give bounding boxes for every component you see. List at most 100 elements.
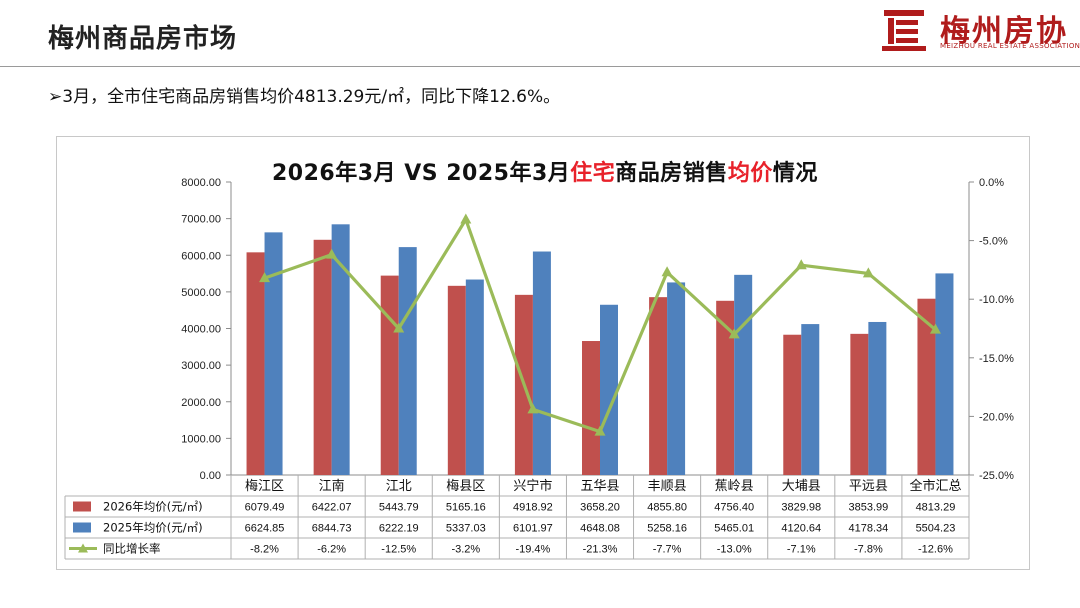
- data-table-value: 6422.07: [312, 502, 352, 514]
- growth-rate-point: [594, 425, 606, 436]
- bar-2026: [380, 275, 399, 475]
- data-table-value: 5443.79: [379, 502, 419, 514]
- bar-2025: [734, 274, 753, 475]
- data-table-value: 5504.23: [916, 523, 956, 535]
- growth-rate-point: [393, 322, 405, 333]
- data-table-value: 5465.01: [714, 523, 754, 535]
- bar-2025: [331, 224, 350, 475]
- data-table-value: 5165.16: [446, 502, 486, 514]
- right-tick-label: 0.0%: [979, 177, 1004, 189]
- data-table-value: 3853.99: [848, 502, 888, 514]
- data-table-value: -12.5%: [381, 544, 416, 556]
- bar-2025: [600, 304, 618, 475]
- data-table-value: -7.8%: [854, 544, 883, 556]
- data-table-value: 5258.16: [647, 523, 687, 535]
- bar-2025: [465, 279, 484, 475]
- bar-2025: [532, 251, 551, 475]
- bar-2025: [264, 232, 283, 475]
- data-table-value: 6222.19: [379, 523, 419, 535]
- bar-2025: [801, 324, 820, 475]
- data-table-value: 3658.20: [580, 502, 620, 514]
- category-label: 兴宁市: [513, 478, 552, 494]
- category-label: 江北: [386, 479, 412, 494]
- data-table-value: 3829.98: [781, 502, 821, 514]
- bar-2025: [398, 247, 417, 475]
- chart-title-part1: 2026年3月 VS 2025年3月: [272, 161, 571, 186]
- data-table-value: 5337.03: [446, 523, 486, 535]
- bar-2026: [582, 341, 600, 475]
- bar-2026: [246, 252, 265, 475]
- growth-rate-point: [728, 328, 740, 339]
- logo-text: 梅州房协: [940, 14, 1068, 49]
- growth-rate-point: [661, 266, 673, 277]
- data-table-value: 4648.08: [580, 523, 620, 535]
- category-label: 五华县: [580, 479, 619, 494]
- bar-2026: [313, 239, 332, 475]
- data-table-value: 4756.40: [714, 502, 754, 514]
- legend-swatch: [73, 522, 91, 533]
- data-table-value: 4120.64: [781, 523, 821, 535]
- left-tick-label: 8000.00: [181, 177, 221, 189]
- data-table-value: -13.0%: [717, 544, 752, 556]
- data-table-value: 6079.49: [245, 502, 285, 514]
- growth-rate-point: [527, 403, 539, 414]
- bullet-icon: ➢: [48, 87, 63, 107]
- legend-swatch: [73, 501, 91, 512]
- bar-2026: [716, 300, 735, 475]
- data-table-value: -8.2%: [250, 544, 279, 556]
- legend-label: 同比增长率: [103, 542, 161, 556]
- right-tick-label: -15.0%: [979, 353, 1014, 365]
- bar-2025: [935, 273, 954, 475]
- logo-subtitle: MEIZHOU REAL ESTATE ASSOCIATION: [940, 42, 1080, 50]
- data-table-value: 4918.92: [513, 502, 553, 514]
- bar-2026: [917, 298, 936, 475]
- category-label: 平远县: [849, 479, 888, 494]
- category-label: 江南: [319, 478, 345, 494]
- chart-frame: 2026年3月 VS 2025年3月住宅商品房销售均价情况 0.00 1000.0…: [56, 136, 1030, 570]
- data-table-value: 4855.80: [647, 502, 687, 514]
- growth-rate-point: [326, 248, 338, 259]
- right-tick-label: -10.0%: [979, 294, 1014, 306]
- chart-title-part4: 均价: [727, 161, 773, 186]
- category-label: 梅江区: [245, 479, 284, 494]
- category-label: 蕉岭县: [715, 479, 754, 494]
- category-label: 丰顺县: [648, 479, 687, 494]
- chart-title-part2: 住宅: [570, 161, 616, 186]
- chart-title: 2026年3月 VS 2025年3月住宅商品房销售均价情况: [272, 155, 872, 187]
- category-label: 梅县区: [446, 479, 485, 494]
- left-tick-label: 3000.00: [181, 360, 221, 372]
- left-tick-label: 4000.00: [181, 324, 221, 336]
- data-table-value: -6.2%: [317, 544, 346, 556]
- growth-rate-point: [929, 323, 941, 334]
- growth-rate-point: [795, 259, 807, 270]
- bar-2026: [447, 285, 466, 475]
- data-table-value: 6844.73: [312, 523, 352, 535]
- legend-label: 2026年均价(元/㎡): [103, 500, 203, 514]
- data-table-value: 6624.85: [245, 523, 285, 535]
- data-table-value: -21.3%: [583, 544, 618, 556]
- bar-2026: [850, 333, 869, 475]
- left-tick-label: 0.00: [200, 470, 221, 482]
- left-tick-label: 7000.00: [181, 214, 221, 226]
- summary-text: 3月，全市住宅商品房销售均价4813.29元/㎡，同比下降12.6%。: [62, 87, 561, 107]
- data-table-value: -19.4%: [515, 544, 550, 556]
- left-tick-label: 2000.00: [181, 397, 221, 409]
- data-table-value: -3.2%: [451, 544, 480, 556]
- page-title: 梅州商品房市场: [48, 24, 238, 54]
- right-tick-label: -5.0%: [979, 236, 1008, 248]
- data-table-value: -7.1%: [787, 544, 816, 556]
- growth-rate-point: [862, 267, 874, 278]
- logo-mark-icon: [882, 10, 926, 51]
- header-divider: [0, 66, 1080, 67]
- bar-2025: [868, 321, 887, 475]
- data-table-value: -12.6%: [918, 544, 953, 556]
- bar-2026: [649, 297, 668, 475]
- bar-2026: [783, 334, 802, 475]
- data-table-value: -7.7%: [653, 544, 682, 556]
- data-table-value: 6101.97: [513, 523, 553, 535]
- bar-2025: [667, 282, 686, 475]
- left-tick-label: 6000.00: [181, 250, 221, 262]
- left-tick-label: 5000.00: [181, 287, 221, 299]
- chart-title-part3: 商品房销售: [615, 161, 728, 186]
- data-table-value: 4178.34: [848, 523, 888, 535]
